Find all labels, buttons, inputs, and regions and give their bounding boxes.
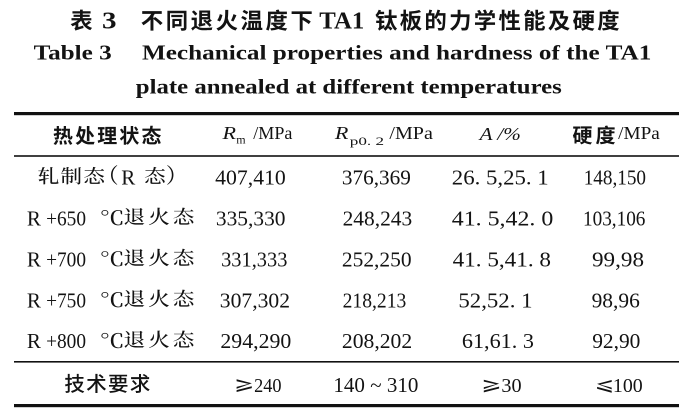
- svg-text:/MPa: /MPa: [253, 123, 292, 143]
- svg-text:R: R: [221, 123, 236, 143]
- svg-text:218,213: 218,213: [343, 288, 407, 312]
- svg-text:30: 30: [501, 375, 521, 397]
- svg-text:100: 100: [613, 375, 643, 397]
- svg-text:335,330: 335,330: [216, 206, 286, 230]
- svg-text:/MPa: /MPa: [389, 123, 433, 143]
- svg-text:plate annealed at different te: plate annealed at different temperatures: [136, 75, 562, 99]
- svg-text:331,333: 331,333: [221, 247, 287, 271]
- svg-text:3: 3: [102, 8, 117, 35]
- svg-text:41. 5,41. 8: 41. 5,41. 8: [453, 247, 551, 271]
- svg-text:103,106: 103,106: [583, 206, 646, 230]
- svg-text:99,98: 99,98: [592, 247, 644, 271]
- svg-text:208,202: 208,202: [342, 329, 412, 353]
- svg-text:240: 240: [254, 375, 281, 397]
- svg-text:R: R: [27, 247, 41, 271]
- svg-text:TA1: TA1: [319, 8, 364, 35]
- svg-text:R: R: [121, 166, 135, 190]
- svg-text:148,150: 148,150: [584, 166, 646, 190]
- svg-text:+700: +700: [46, 247, 86, 271]
- svg-text:92,90: 92,90: [592, 329, 640, 353]
- svg-text:376,369: 376,369: [342, 166, 411, 190]
- svg-text:Table 3 Mechanical propertie: Table 3 Mechanical properties and hardne…: [34, 41, 652, 65]
- svg-text:248,243: 248,243: [343, 206, 413, 230]
- svg-text:252,250: 252,250: [342, 247, 412, 271]
- svg-text:+750: +750: [46, 288, 86, 312]
- svg-text:+650: +650: [46, 206, 86, 230]
- svg-text:52,52. 1: 52,52. 1: [458, 288, 532, 312]
- svg-text:A /%: A /%: [478, 124, 520, 144]
- svg-text:/MPa: /MPa: [618, 123, 660, 143]
- svg-text:61,61. 3: 61,61. 3: [462, 329, 534, 353]
- svg-text:R: R: [334, 123, 349, 143]
- svg-text:294,290: 294,290: [220, 329, 291, 353]
- svg-text:26. 5,25. 1: 26. 5,25. 1: [452, 166, 549, 190]
- svg-text:407,410: 407,410: [215, 166, 286, 190]
- svg-text:41. 5,42. 0: 41. 5,42. 0: [452, 206, 554, 230]
- svg-text:R: R: [27, 288, 41, 312]
- svg-text:p0. 2: p0. 2: [350, 134, 384, 148]
- svg-text:307,302: 307,302: [220, 288, 290, 312]
- svg-text:R: R: [27, 329, 41, 353]
- svg-text:98,96: 98,96: [592, 288, 640, 312]
- svg-text:R: R: [27, 206, 41, 230]
- svg-text:140 ~ 310: 140 ~ 310: [333, 373, 418, 397]
- svg-text:m: m: [236, 133, 246, 147]
- svg-text:+800: +800: [46, 329, 86, 353]
